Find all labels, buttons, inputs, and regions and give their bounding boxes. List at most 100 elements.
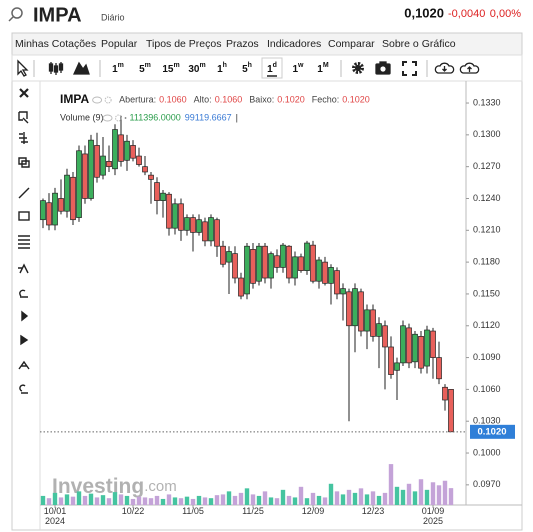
download-icon[interactable] — [434, 62, 455, 74]
candle-body — [58, 198, 64, 212]
candle-body — [70, 176, 76, 221]
y-tick-label: 0.1330 — [473, 97, 501, 107]
timeframe-button[interactable]: 15m — [162, 62, 179, 75]
candle-body — [424, 329, 430, 367]
legend-value: 0.1020 — [277, 94, 305, 104]
volume-bar — [430, 482, 436, 505]
settings-dot[interactable] — [104, 96, 112, 104]
visibility-icon[interactable] — [92, 96, 103, 104]
select-tool[interactable] — [18, 111, 29, 124]
y-tick-label: 0.1210 — [473, 225, 501, 235]
menu-item[interactable]: Indicadores — [267, 38, 321, 50]
volume-bar — [220, 494, 226, 505]
timeframe-unit: M — [323, 62, 329, 69]
menu-item[interactable]: Minhas Cotações — [15, 38, 96, 50]
candle-body — [310, 244, 316, 282]
candle-body — [382, 325, 388, 348]
price-change: -0,0040 — [448, 8, 485, 20]
candle-body — [142, 166, 148, 173]
candle-body — [304, 242, 310, 271]
timeframe-button[interactable]: 30m — [188, 62, 205, 75]
line-tool[interactable] — [18, 187, 30, 199]
menu-item[interactable]: Prazos — [226, 38, 259, 50]
legend-symbol: IMPA — [60, 92, 89, 106]
settings-dot[interactable] — [115, 114, 123, 122]
y-tick-label: 0.1180 — [473, 256, 500, 266]
volume-bar — [334, 491, 340, 505]
volume-bar — [286, 495, 292, 505]
side-toolbar — [18, 88, 30, 394]
menu-item[interactable]: Sobre o Gráfico — [382, 38, 456, 50]
volume-bar — [256, 495, 262, 505]
pitchfork-tool[interactable] — [18, 263, 29, 274]
candle-body — [106, 161, 112, 168]
gann-tool[interactable] — [19, 289, 28, 298]
timeframe-unit: h — [223, 62, 227, 69]
timeframe-number: 15 — [162, 64, 174, 75]
x-tick-label: 10/22 — [121, 506, 145, 516]
watermark-brand: Investing — [52, 475, 144, 498]
close-tool[interactable] — [19, 88, 29, 98]
fib-tool[interactable] — [18, 235, 30, 249]
timeframe-button[interactable]: 1d — [267, 62, 277, 75]
cross-tool[interactable] — [19, 132, 28, 144]
volume-bar — [100, 495, 106, 505]
cursor-icon[interactable] — [17, 59, 29, 77]
timeframe-number: 5 — [242, 64, 248, 75]
settings-icon[interactable] — [352, 62, 364, 74]
volume-bar — [310, 492, 316, 505]
measure-tool[interactable] — [19, 384, 28, 394]
volume-bar — [148, 498, 154, 505]
timeframe-button[interactable]: 1h — [217, 62, 227, 75]
candle-body — [412, 333, 418, 363]
arrow-tool[interactable] — [20, 334, 29, 346]
fullscreen-icon[interactable] — [402, 61, 417, 76]
candle-body — [112, 129, 118, 170]
timeframe-number: 30 — [188, 64, 200, 75]
camera-icon[interactable] — [375, 61, 391, 75]
volume-bar — [322, 497, 328, 505]
search-icon[interactable] — [8, 7, 23, 22]
volume-bar — [436, 485, 442, 505]
volume-bar — [64, 494, 70, 505]
menu-item[interactable]: Tipos de Preços — [146, 38, 221, 50]
candle-body — [214, 219, 220, 247]
volume-bar — [142, 497, 148, 505]
candle-body — [400, 325, 406, 364]
timeframe-button[interactable]: 1m — [112, 62, 124, 75]
area-icon[interactable] — [72, 61, 90, 75]
timeframe-button[interactable]: 1w — [292, 62, 304, 75]
period: Diário — [101, 12, 125, 22]
rect-tool[interactable] — [18, 211, 30, 221]
volume-bar — [382, 492, 388, 505]
copy-tool[interactable] — [18, 157, 30, 168]
candles-icon[interactable] — [48, 62, 64, 75]
timeframe-unit: m — [145, 62, 151, 69]
upload-icon[interactable] — [459, 62, 480, 74]
menu-item[interactable]: Comparar — [328, 38, 375, 50]
candle-body — [328, 267, 334, 284]
candle-body — [370, 309, 376, 337]
candle-body — [316, 259, 322, 282]
candle-body — [340, 288, 346, 295]
candle-body — [76, 150, 82, 218]
pattern-tool[interactable] — [18, 360, 30, 370]
visibility-icon[interactable] — [102, 114, 113, 122]
timeframe-button[interactable]: 5m — [139, 62, 151, 75]
candle-body — [202, 221, 208, 242]
candle-body — [40, 200, 46, 221]
symbol: IMPA — [33, 4, 82, 26]
shape-tool[interactable] — [21, 310, 29, 322]
timeframe-unit: w — [297, 62, 304, 69]
candle-body — [436, 357, 442, 380]
timeframe-button[interactable]: 1M — [317, 62, 329, 75]
candle-body — [364, 309, 370, 332]
volume-bar — [388, 464, 394, 505]
timeframe-number: 1 — [292, 64, 298, 75]
menu-item[interactable]: Popular — [101, 38, 138, 50]
volume-last: 111396.0000 — [130, 112, 181, 122]
timeframe-button[interactable]: 5h — [242, 62, 252, 75]
candle-body — [250, 249, 256, 284]
legend-label: Fecho: — [312, 94, 340, 104]
